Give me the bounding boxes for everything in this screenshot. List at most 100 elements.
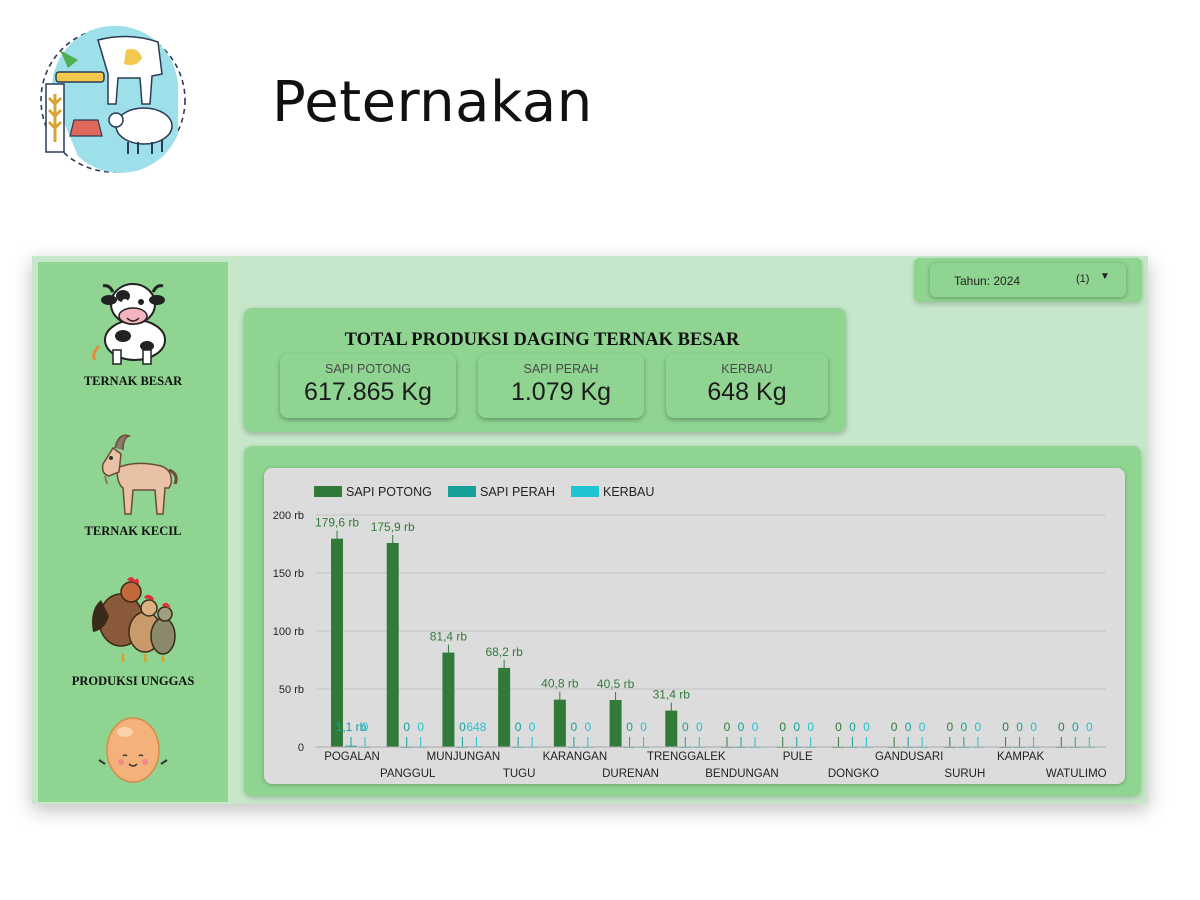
data-label: 0 xyxy=(529,720,536,734)
cow-icon xyxy=(92,283,166,365)
data-label: 0 xyxy=(682,720,689,734)
data-label: 0 xyxy=(696,720,703,734)
data-label: 0 xyxy=(626,720,633,734)
data-label: 0 xyxy=(807,720,814,734)
x-tick-label: TUGU xyxy=(503,768,536,780)
chevron-down-icon: ▼ xyxy=(1100,271,1110,282)
total-production-card: TOTAL PRODUKSI DAGING TERNAK BESAR SAPI … xyxy=(244,308,846,432)
sidebar-item-ternak-besar[interactable]: TERNAK BESAR xyxy=(38,274,228,389)
egg-icon xyxy=(98,717,168,783)
data-label: 0 xyxy=(738,720,745,734)
bar xyxy=(442,652,455,747)
x-tick-label: KAMPAK xyxy=(997,751,1044,763)
data-label: 0 xyxy=(849,720,856,734)
data-label: 0 xyxy=(515,720,522,734)
data-label: 0 xyxy=(362,720,369,734)
sidebar-item-produksi-unggas[interactable]: PRODUKSI UNGGAS xyxy=(38,570,228,689)
x-tick-label: POGALAN xyxy=(324,751,380,763)
data-label: 0 xyxy=(919,720,926,734)
data-label: 0 xyxy=(961,720,968,734)
data-label: 0 xyxy=(724,720,731,734)
data-label: 0 xyxy=(793,720,800,734)
year-dropdown[interactable]: Tahun: 2024 (1) ▼ xyxy=(930,263,1126,297)
stat-label: SAPI PERAH xyxy=(523,362,599,376)
data-label: 175,9 rb xyxy=(371,520,415,534)
data-label: 0 xyxy=(835,720,842,734)
sidebar-item-label: TERNAK BESAR xyxy=(83,374,183,388)
data-label: 0 xyxy=(1058,720,1065,734)
bar xyxy=(665,710,678,747)
year-selected-count: (1) xyxy=(1076,273,1090,285)
sidebar-item-egg[interactable] xyxy=(38,710,228,790)
data-label: 0 xyxy=(891,720,898,734)
stat-label: KERBAU xyxy=(721,362,773,376)
legend-swatch xyxy=(448,486,476,497)
x-tick-label: DURENAN xyxy=(602,768,659,780)
chart-card: 0 50 rb 100 rb 150 rb 200 rb SAPI POTONG SAPI … xyxy=(264,468,1125,784)
data-label: 0 xyxy=(947,720,954,734)
bar xyxy=(553,699,566,747)
x-tick-label: BENDUNGAN xyxy=(705,768,778,780)
legend-label: SAPI POTONG xyxy=(346,485,432,499)
data-label: 0 xyxy=(640,720,647,734)
stat-label: SAPI POTONG xyxy=(325,362,411,376)
data-label: 31,4 rb xyxy=(653,688,691,702)
chart-panel: 0 50 rb 100 rb 150 rb 200 rb SAPI POTONG SAPI … xyxy=(244,446,1141,796)
data-label: 0 xyxy=(752,720,759,734)
data-label: 68,2 rb xyxy=(485,645,523,659)
data-label: 0 xyxy=(1030,720,1037,734)
legend-label: KERBAU xyxy=(603,485,654,499)
x-tick-label: SURUH xyxy=(944,768,985,780)
bar xyxy=(609,700,622,747)
data-label: 0 xyxy=(571,720,578,734)
stat-card-sapi-perah: SAPI PERAH 1.079 Kg xyxy=(478,354,644,418)
legend-label: SAPI PERAH xyxy=(480,485,555,499)
sidebar-item-label: TERNAK KECIL xyxy=(84,524,182,538)
page-title: Peternakan xyxy=(272,70,593,135)
data-label: 0 xyxy=(403,720,410,734)
legend-swatch xyxy=(314,486,342,497)
data-label: 0 xyxy=(585,720,592,734)
data-label: 40,5 rb xyxy=(597,677,635,691)
data-label: 1,1 rb xyxy=(336,720,367,734)
x-tick-label: PANGGUL xyxy=(380,768,436,780)
sidebar: TERNAK BESAR TERNAK KECIL xyxy=(38,262,228,802)
data-label: 0 xyxy=(1002,720,1009,734)
data-label: 0 xyxy=(863,720,870,734)
x-tick-label: GANDUSARI xyxy=(875,751,943,763)
y-tick-label: 150 rb xyxy=(273,568,304,580)
legend-swatch xyxy=(571,486,599,497)
dashboard: TERNAK BESAR TERNAK KECIL xyxy=(32,256,1148,804)
data-label: 0 xyxy=(459,720,466,734)
data-label: 40,8 rb xyxy=(541,677,579,691)
bar xyxy=(331,538,343,747)
data-label: 0 xyxy=(779,720,786,734)
data-label: 81,4 rb xyxy=(430,630,468,644)
data-label: 0 xyxy=(975,720,982,734)
data-label: 648 xyxy=(466,720,486,734)
chickens-icon xyxy=(92,577,176,662)
y-tick-label: 50 rb xyxy=(279,684,304,696)
data-label: 0 xyxy=(417,720,424,734)
goat-icon xyxy=(101,434,178,515)
y-tick-label: 100 rb xyxy=(273,626,304,638)
sidebar-item-label: PRODUKSI UNGGAS xyxy=(71,674,195,688)
year-dropdown-label: Tahun: 2024 xyxy=(954,274,1021,288)
x-tick-label: TRENGGALEK xyxy=(647,751,726,763)
stat-value: 1.079 Kg xyxy=(510,378,612,406)
livestock-logo-icon xyxy=(40,25,186,173)
stat-card-sapi-potong: SAPI POTONG 617.865 Kg xyxy=(280,354,456,418)
bar xyxy=(386,542,399,747)
stat-value: 648 Kg xyxy=(707,378,787,406)
bar xyxy=(498,667,511,747)
data-label: 179,6 rb xyxy=(315,516,359,530)
data-label: 0 xyxy=(905,720,912,734)
x-tick-label: KARANGAN xyxy=(543,751,608,763)
sidebar-item-ternak-kecil[interactable]: TERNAK KECIL xyxy=(38,428,228,539)
total-production-title: TOTAL PRODUKSI DAGING TERNAK BESAR xyxy=(344,330,740,350)
data-label: 0 xyxy=(1016,720,1023,734)
data-label: 0 xyxy=(1072,720,1079,734)
x-tick-label: WATULIMO xyxy=(1046,768,1107,780)
data-label: 0 xyxy=(1086,720,1093,734)
